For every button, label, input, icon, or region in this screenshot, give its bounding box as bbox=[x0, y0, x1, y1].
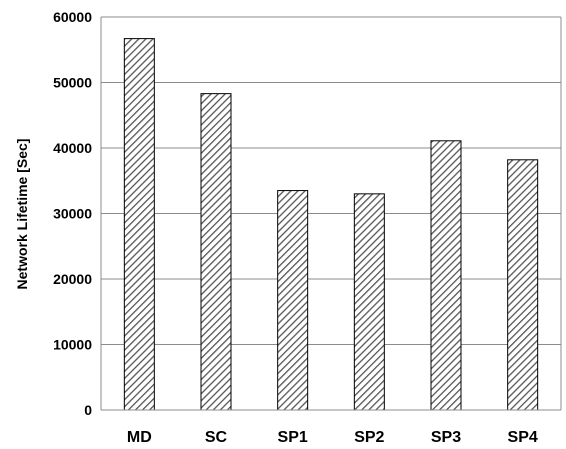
y-tick-label-0: 0 bbox=[84, 402, 92, 418]
x-tick-label-sc: SC bbox=[205, 429, 228, 446]
x-tick-label-md: MD bbox=[127, 429, 152, 446]
bar-sc bbox=[200, 93, 232, 411]
bar-md bbox=[123, 38, 155, 411]
x-tick-label-sp4: SP4 bbox=[508, 429, 538, 446]
labels: 0 10000 20000 30000 40000 50000 60000 MD SC SP1 SP… bbox=[53, 9, 538, 446]
y-axis-title: Network Lifetime [Sec] bbox=[14, 139, 30, 290]
bar-sp4 bbox=[507, 159, 539, 411]
x-tick-label-sp3: SP3 bbox=[431, 429, 461, 446]
bar-sp1 bbox=[277, 190, 309, 411]
grid-lines bbox=[101, 16, 561, 345]
y-tick-label-60000: 60000 bbox=[53, 9, 92, 25]
y-tick-label-40000: 40000 bbox=[53, 140, 92, 156]
y-tick-label-20000: 20000 bbox=[53, 271, 92, 287]
bar-sp2 bbox=[353, 193, 385, 411]
axes bbox=[100, 16, 562, 411]
y-tick-label-10000: 10000 bbox=[53, 337, 92, 353]
y-tick-label-30000: 30000 bbox=[53, 206, 92, 222]
bars bbox=[123, 38, 539, 411]
y-tick-label-50000: 50000 bbox=[53, 75, 92, 91]
x-tick-label-sp2: SP2 bbox=[354, 429, 384, 446]
x-tick-label-sp1: SP1 bbox=[278, 429, 308, 446]
bar-sp3 bbox=[430, 140, 462, 411]
